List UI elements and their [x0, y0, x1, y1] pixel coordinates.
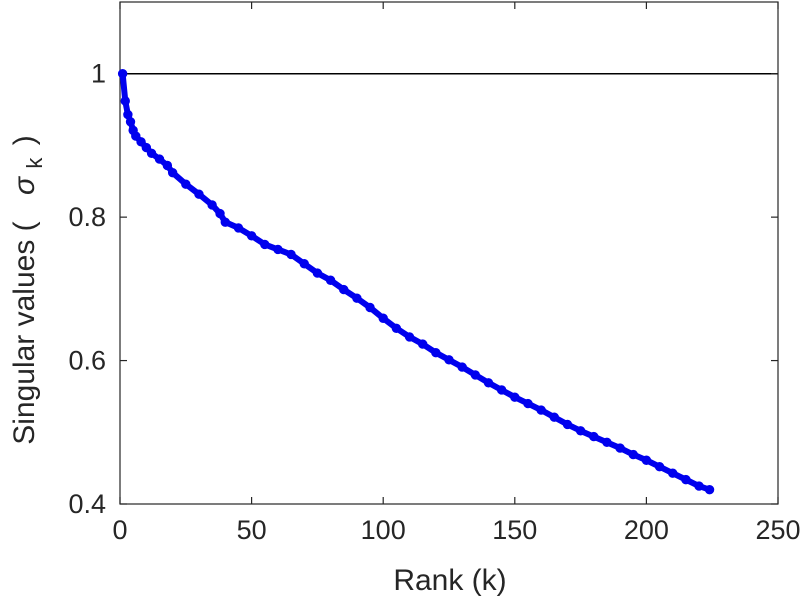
- y-axis-title-symbol: σ: [8, 175, 41, 195]
- data-point: [339, 284, 349, 295]
- data-point: [457, 362, 467, 372]
- data-point: [562, 419, 573, 430]
- y-axis-title: Singular values ( σ k ): [8, 135, 49, 445]
- axes: [119, 1, 779, 505]
- data-point: [131, 131, 141, 141]
- y-tick-label: 0.6: [68, 346, 106, 376]
- data-point: [167, 167, 178, 178]
- data-point: [602, 437, 612, 448]
- tick-labels: 0 50 100 150 200 250 0.4 0.6 0.8 1: [68, 59, 800, 545]
- data-point: [668, 468, 678, 478]
- data-point: [470, 370, 481, 380]
- data-point: [120, 96, 130, 106]
- data-point: [615, 443, 625, 453]
- data-point: [352, 293, 362, 303]
- data-point: [575, 426, 586, 436]
- data-point: [681, 474, 691, 485]
- data-point: [233, 223, 244, 233]
- data-point: [125, 117, 136, 127]
- data-point: [141, 142, 152, 153]
- data-point: [207, 200, 217, 210]
- data-point: [220, 217, 230, 227]
- data-point: [246, 231, 257, 241]
- data-point: [589, 431, 599, 442]
- data-point: [215, 208, 225, 219]
- x-tick-label: 200: [624, 515, 669, 545]
- data-point: [260, 239, 270, 250]
- y-tick-label: 0.8: [68, 202, 106, 232]
- x-axis-title: Rank (k): [393, 564, 506, 597]
- data-point: [404, 332, 415, 342]
- data-point: [641, 455, 652, 465]
- data-point: [510, 392, 520, 402]
- data-point: [273, 244, 283, 255]
- data-point: [523, 398, 533, 409]
- x-tick-label: 250: [755, 515, 800, 545]
- data-point: [417, 339, 428, 349]
- x-tick-label: 50: [237, 515, 267, 545]
- data-point: [299, 259, 309, 269]
- data-point: [378, 313, 388, 323]
- y-axis-title-subscript: k: [22, 157, 47, 169]
- y-axis-title-suffix: ): [8, 135, 41, 145]
- data-point: [628, 449, 638, 460]
- data-point: [136, 137, 146, 147]
- data-point: [391, 323, 402, 333]
- plot-frame: [119, 1, 779, 505]
- data-point: [483, 378, 494, 388]
- data-point: [181, 179, 191, 189]
- x-tick-label: 100: [361, 515, 406, 545]
- data-point: [194, 189, 204, 199]
- data-point: [496, 385, 507, 395]
- data-point: [117, 69, 128, 79]
- data-point: [431, 347, 441, 358]
- data-point: [365, 302, 375, 313]
- data-point: [325, 275, 336, 285]
- data-marks: [117, 69, 715, 495]
- x-tick-label: 150: [492, 515, 537, 545]
- x-tick-label: 0: [112, 515, 127, 545]
- data-point: [312, 268, 323, 278]
- data-point: [704, 484, 715, 495]
- series-line: [119, 70, 713, 493]
- data-point: [154, 154, 165, 164]
- data-point: [654, 462, 665, 472]
- y-tick-label: 1: [91, 59, 106, 89]
- data-point: [444, 355, 454, 365]
- y-axis-title-prefix: Singular values (: [8, 221, 41, 444]
- data-point: [694, 481, 704, 491]
- data-point: [146, 148, 157, 159]
- data-point: [162, 160, 173, 171]
- data-point: [549, 412, 559, 422]
- data-point: [536, 405, 546, 415]
- data-point: [286, 249, 296, 260]
- y-tick-label: 0.4: [68, 489, 106, 519]
